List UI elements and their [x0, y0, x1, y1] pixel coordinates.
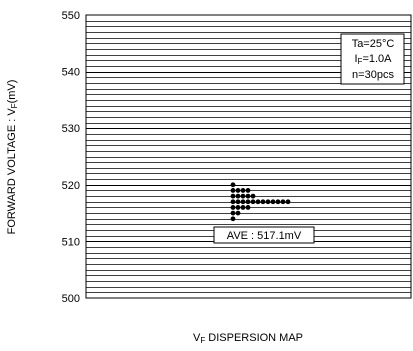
- y-tick-label: 530: [62, 123, 80, 135]
- data-point: [245, 199, 251, 205]
- data-point: [245, 205, 251, 210]
- data-point: [240, 199, 246, 205]
- conditions-box: [340, 33, 405, 85]
- data-point: [235, 193, 241, 199]
- data-points: [230, 182, 291, 222]
- data-point: [230, 216, 236, 222]
- data-point: [275, 199, 281, 205]
- data-point: [270, 199, 276, 205]
- data-point: [245, 188, 251, 193]
- y-tick-label: 510: [62, 236, 80, 248]
- data-point: [235, 210, 241, 216]
- data-point: [235, 199, 241, 205]
- data-point: [230, 199, 236, 205]
- data-point: [240, 193, 246, 199]
- data-point: [230, 188, 236, 193]
- data-point: [230, 205, 236, 210]
- average-box: [213, 226, 315, 244]
- data-point: [250, 193, 256, 199]
- data-point: [240, 205, 246, 210]
- condition-ta: Ta=25°C: [352, 38, 395, 50]
- data-point: [245, 193, 251, 199]
- condition-n: n=30pcs: [352, 69, 394, 81]
- data-point: [265, 199, 271, 205]
- y-axis-title: FORWARD VOLTAGE : VF(mV): [6, 80, 19, 235]
- data-point: [285, 199, 291, 205]
- condition-if: IF=1.0A: [354, 53, 392, 66]
- data-point: [235, 205, 241, 210]
- x-axis-title: VF DISPERSION MAP: [193, 332, 303, 345]
- conditions-legend: Ta=25°C IF=1.0A n=30pcs: [340, 33, 405, 85]
- y-tick-labels: 500 510 520 530 540 550: [62, 10, 80, 305]
- data-point: [230, 193, 236, 199]
- y-tick-label: 540: [62, 67, 80, 79]
- average-annotation: AVE : 517.1mV: [213, 226, 315, 244]
- data-point: [255, 199, 261, 205]
- data-point: [240, 188, 246, 193]
- y-tick-label: 500: [62, 293, 80, 305]
- data-point: [235, 188, 241, 193]
- data-point: [280, 199, 286, 205]
- data-point: [260, 199, 266, 205]
- data-point: [230, 182, 236, 188]
- data-point: [250, 199, 256, 205]
- y-tick-label: 520: [62, 180, 80, 192]
- y-tick-label: 550: [62, 10, 80, 22]
- data-point: [230, 210, 236, 216]
- average-label: AVE : 517.1mV: [227, 230, 302, 242]
- plot-frame: [85, 14, 412, 299]
